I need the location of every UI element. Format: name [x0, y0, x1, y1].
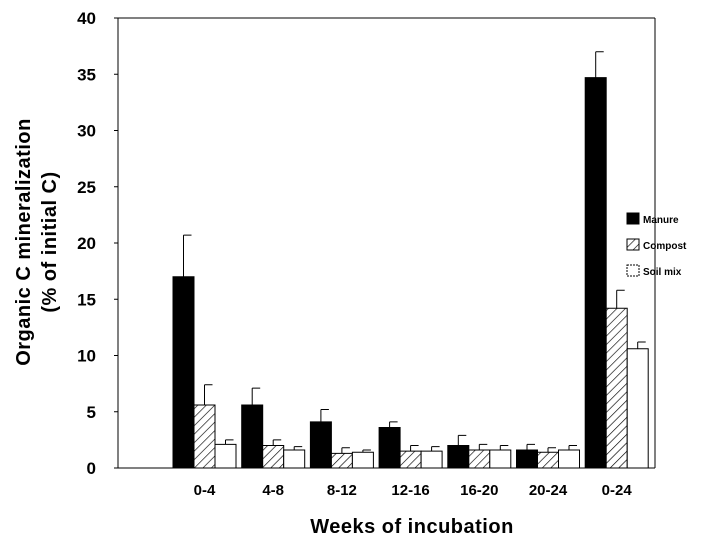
y-tick-label: 5: [87, 403, 96, 422]
bar-compost: [605, 307, 628, 469]
bar-manure: [584, 77, 607, 469]
y-tick-label: 25: [77, 178, 96, 197]
bar-manure: [172, 276, 195, 469]
bar-compost: [468, 449, 491, 469]
x-axis-title: Weeks of incubation: [310, 516, 514, 538]
bar-manure: [241, 404, 264, 469]
bar-soil-mix: [283, 449, 306, 469]
legend: Manure Compost Soil mix: [626, 212, 687, 278]
legend-label: Soil mix: [643, 267, 682, 278]
legend-label: Compost: [643, 241, 687, 252]
legend-swatch: [626, 264, 640, 277]
x-category-label: 12-16: [391, 482, 429, 499]
y-tick-label: 20: [77, 234, 96, 253]
bar-manure: [309, 421, 332, 469]
y-axis-title-line1: Organic C mineralization: [13, 118, 35, 366]
y-tick-label: 10: [77, 347, 96, 366]
y-axis-title-line2: (% of initial C): [39, 171, 61, 312]
y-tick-label: 35: [77, 65, 96, 84]
bar-soil-mix: [420, 450, 443, 469]
bar-soil-mix: [626, 348, 649, 469]
y-tick-label: 15: [77, 290, 96, 309]
bar-manure: [447, 445, 470, 469]
bars: [172, 51, 649, 469]
x-category-label: 16-20: [460, 482, 498, 499]
y-tick-label: 30: [77, 122, 96, 141]
bar-compost: [193, 404, 216, 469]
bar-soil-mix: [351, 451, 374, 469]
x-category-label: 8-12: [327, 482, 357, 499]
bar-compost: [330, 452, 353, 469]
bar-soil-mix: [558, 449, 580, 469]
bar-manure: [516, 449, 538, 469]
legend-label: Manure: [643, 215, 679, 226]
bar-compost: [399, 450, 422, 469]
x-category-label: 4-8: [262, 482, 284, 499]
bar-manure: [378, 427, 401, 469]
bar-soil-mix: [489, 449, 512, 469]
x-categories: 0-4 4-8 8-12 12-16 16-20 20-24 0-24: [194, 482, 633, 499]
x-category-label: 0-24: [602, 482, 633, 499]
x-category-label: 20-24: [529, 482, 568, 499]
legend-swatch: [626, 238, 640, 251]
x-category-label: 0-4: [194, 482, 216, 499]
y-tick-label: 40: [77, 9, 96, 28]
axes: [117, 17, 656, 469]
bar-compost: [537, 451, 559, 469]
legend-swatch: [626, 212, 640, 225]
y-ticks: 0 5 10 15 20 25 30 35 40: [77, 9, 118, 478]
bar-compost: [262, 445, 285, 469]
y-tick-label: 0: [87, 459, 96, 478]
bar-soil-mix: [214, 443, 237, 469]
